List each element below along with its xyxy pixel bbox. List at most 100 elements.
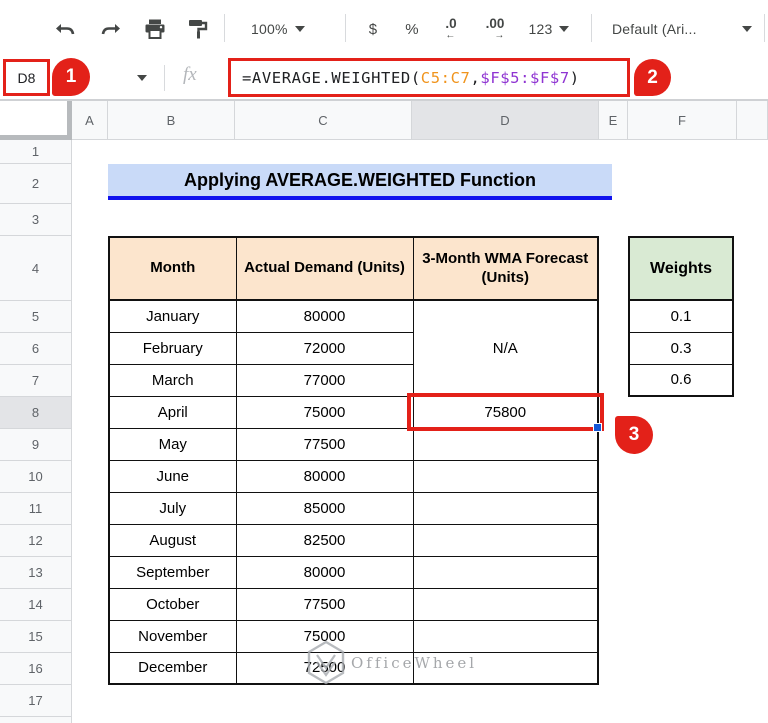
table-row: May 77500 (108, 427, 599, 461)
row-header-8[interactable]: 8 (0, 397, 71, 429)
format-currency-button[interactable]: $ (358, 12, 388, 46)
annotation-frame-d8 (407, 393, 604, 431)
column-header-c[interactable]: C (235, 101, 412, 140)
cell-month[interactable]: November (108, 619, 237, 653)
cell-weight[interactable]: 0.6 (628, 363, 734, 397)
row-header-filler (0, 717, 71, 723)
format-percent-button[interactable]: % (396, 12, 428, 46)
row-header-9[interactable]: 9 (0, 429, 71, 461)
row-header-16[interactable]: 16 (0, 653, 71, 685)
cell-forecast-empty[interactable] (412, 651, 599, 685)
table-row: 0.1 (628, 299, 734, 333)
zoom-select[interactable]: 100% (243, 12, 331, 46)
row-header-11[interactable]: 11 (0, 493, 71, 525)
cell-weight[interactable]: 0.3 (628, 331, 734, 365)
undo-icon (54, 19, 76, 39)
cell-demand[interactable]: 75000 (235, 619, 414, 653)
cell-month[interactable]: July (108, 491, 237, 525)
cell-month[interactable]: February (108, 331, 237, 365)
cell-forecast-na[interactable]: N/A (412, 299, 599, 397)
cell-month[interactable]: October (108, 587, 237, 621)
toolbar-separator (345, 14, 346, 42)
column-header-d[interactable]: D (412, 101, 599, 140)
toolbar-separator (764, 14, 765, 42)
cell-month[interactable]: May (108, 427, 237, 461)
increase-decimal-button[interactable]: .00 → (474, 12, 516, 46)
cell-demand[interactable]: 77500 (235, 427, 414, 461)
cell-forecast-empty[interactable] (412, 459, 599, 493)
select-all-corner[interactable] (0, 101, 72, 140)
cell-month[interactable]: April (108, 395, 237, 429)
column-header-b[interactable]: B (108, 101, 235, 140)
print-icon (143, 18, 167, 40)
sheet-title-text: Applying AVERAGE.WEIGHTED Function (184, 169, 536, 190)
print-button[interactable] (137, 12, 173, 46)
row-header-12[interactable]: 12 (0, 525, 71, 557)
header-month[interactable]: Month (108, 236, 237, 301)
cell-month[interactable]: June (108, 459, 237, 493)
cell-forecast-empty[interactable] (412, 587, 599, 621)
name-box-dropdown[interactable] (130, 63, 154, 93)
cell-demand[interactable]: 77500 (235, 587, 414, 621)
cell-demand[interactable]: 80000 (235, 459, 414, 493)
table-row: August 82500 (108, 523, 599, 557)
font-select[interactable]: Default (Ari... (606, 12, 758, 46)
increase-decimal-icon: .00 → (485, 15, 505, 42)
percent-icon: % (405, 20, 419, 38)
cell-forecast-empty[interactable] (412, 427, 599, 461)
paint-format-button[interactable] (180, 12, 216, 46)
column-header-e[interactable]: E (599, 101, 628, 140)
cell-demand[interactable]: 82500 (235, 523, 414, 557)
row-header-7[interactable]: 7 (0, 365, 71, 397)
row-header-1[interactable]: 1 (0, 140, 71, 164)
cell-demand[interactable]: 80000 (235, 555, 414, 589)
redo-button[interactable] (94, 12, 128, 46)
row-header-3[interactable]: 3 (0, 204, 71, 236)
fx-icon: fx (183, 64, 197, 85)
row-header-17[interactable]: 17 (0, 685, 71, 717)
cell-demand[interactable]: 85000 (235, 491, 414, 525)
cell-month[interactable]: September (108, 555, 237, 589)
row-header-4[interactable]: 4 (0, 236, 71, 301)
cell-demand[interactable]: 72500 (235, 651, 414, 685)
undo-button[interactable] (48, 12, 82, 46)
cell-forecast-empty[interactable] (412, 555, 599, 589)
cell-month[interactable]: December (108, 651, 237, 685)
cell-month[interactable]: March (108, 363, 237, 397)
sheet-canvas[interactable]: Applying AVERAGE.WEIGHTED Function Month… (72, 140, 768, 723)
row-header-13[interactable]: 13 (0, 557, 71, 589)
annotation-badge-1: 1 (52, 58, 90, 96)
fill-handle[interactable] (593, 423, 602, 432)
cell-demand[interactable]: 77000 (235, 363, 414, 397)
cell-forecast-empty[interactable] (412, 619, 599, 653)
cell-forecast-empty[interactable] (412, 491, 599, 525)
row-header-14[interactable]: 14 (0, 589, 71, 621)
formula-input[interactable]: =AVERAGE.WEIGHTED(C5:C7,$F$5:$F$7) (228, 58, 630, 97)
decrease-decimal-button[interactable]: .0 ← (432, 12, 470, 46)
weights-table: Weights 0.1 0.3 0.6 (628, 236, 734, 397)
cell-month[interactable]: January (108, 299, 237, 333)
cell-demand[interactable]: 75000 (235, 395, 414, 429)
row-header-2[interactable]: 2 (0, 164, 71, 204)
row-header-5[interactable]: 5 (0, 301, 71, 333)
name-box[interactable]: D8 (3, 59, 50, 96)
row-header-6[interactable]: 6 (0, 333, 71, 365)
more-formats-button[interactable]: 123 (521, 12, 577, 46)
row-header-15[interactable]: 15 (0, 621, 71, 653)
column-header-partial[interactable] (737, 101, 768, 140)
cell-weight[interactable]: 0.1 (628, 299, 734, 333)
cell-month[interactable]: August (108, 523, 237, 557)
table-row: September 80000 (108, 555, 599, 589)
column-header-a[interactable]: A (72, 101, 108, 140)
table-row: February 72000 (108, 331, 598, 365)
cell-demand[interactable]: 80000 (235, 299, 414, 333)
column-header-f[interactable]: F (628, 101, 737, 140)
cell-forecast-empty[interactable] (412, 523, 599, 557)
cell-demand[interactable]: 72000 (235, 331, 414, 365)
header-forecast[interactable]: 3-Month WMA Forecast (Units) (412, 236, 599, 301)
row-header-10[interactable]: 10 (0, 461, 71, 493)
font-name-value: Default (Ari... (612, 21, 697, 37)
header-weights[interactable]: Weights (628, 236, 734, 301)
header-demand[interactable]: Actual Demand (Units) (235, 236, 414, 301)
table-header-row: Month Actual Demand (Units) 3-Month WMA … (108, 236, 599, 301)
